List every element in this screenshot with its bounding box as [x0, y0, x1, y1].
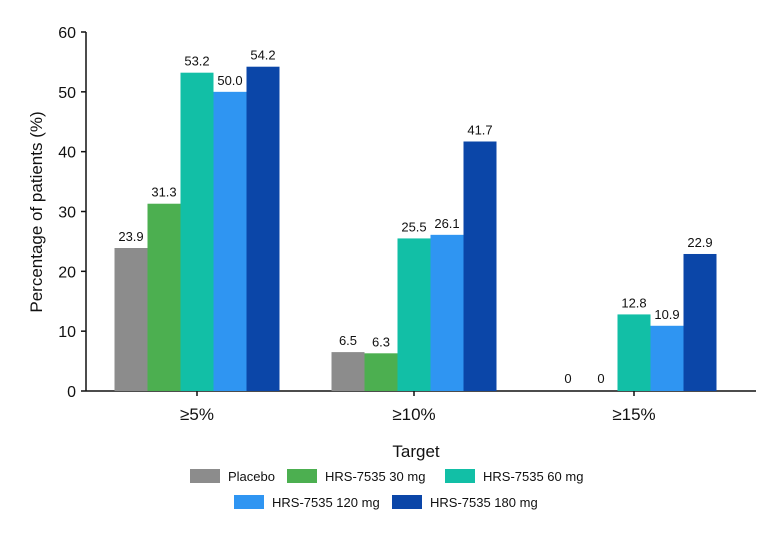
bar: [683, 253, 717, 391]
y-tick-label: 20: [58, 264, 76, 281]
x-axis-title: Target: [392, 442, 440, 461]
y-tick-label: 30: [58, 205, 76, 222]
data-label: 10.9: [654, 307, 679, 322]
data-label: 23.9: [118, 229, 143, 244]
y-tick-label: 40: [58, 145, 76, 162]
legend-swatch: [190, 469, 220, 483]
data-label: 31.3: [151, 185, 176, 200]
data-label: 26.1: [434, 216, 459, 231]
bars: [114, 66, 717, 391]
y-tick-label: 50: [58, 85, 76, 102]
data-label: 6.3: [372, 334, 390, 349]
y-tick-label: 0: [67, 384, 76, 401]
data-label: 0: [597, 371, 604, 386]
bar: [213, 91, 247, 391]
bar: [331, 352, 365, 391]
legend-swatch: [392, 495, 422, 509]
bar: [617, 314, 651, 391]
legend-label: HRS-7535 120 mg: [272, 495, 380, 510]
y-tick-label: 60: [58, 25, 76, 42]
legend-swatch: [445, 469, 475, 483]
data-label: 6.5: [339, 333, 357, 348]
bar: [147, 203, 181, 391]
legend-label: HRS-7535 30 mg: [325, 469, 425, 484]
bar: [650, 325, 684, 391]
bar: [246, 66, 280, 391]
x-tick-label: ≥5%: [180, 405, 214, 424]
legend-swatch: [234, 495, 264, 509]
data-label: 25.5: [401, 219, 426, 234]
data-label: 22.9: [687, 235, 712, 250]
bar: [463, 141, 497, 391]
bar: [114, 247, 148, 391]
bar: [364, 353, 398, 391]
data-label: 0: [564, 371, 571, 386]
x-tick-label: ≥15%: [612, 405, 655, 424]
data-labels: 23.9 6.5 0 31.3 6.3 0 53.2 25.5 12.8 50.0 26.1 10.9…: [118, 48, 712, 386]
legend-label: HRS-7535 180 mg: [430, 495, 538, 510]
x-tick-label: ≥10%: [392, 405, 435, 424]
axes: 0 10 20 30 40 50 60 ≥5% ≥10% ≥15%: [58, 25, 756, 424]
data-label: 41.7: [467, 122, 492, 137]
legend-label: HRS-7535 60 mg: [483, 469, 583, 484]
data-label: 50.0: [217, 73, 242, 88]
legend-label: Placebo: [228, 469, 275, 484]
data-label: 12.8: [621, 295, 646, 310]
legend: Placebo HRS-7535 30 mg HRS-7535 60 mg HRS-7…: [190, 469, 583, 510]
legend-swatch: [287, 469, 317, 483]
y-axis-title: Percentage of patients (%): [27, 111, 46, 312]
y-tick-label: 10: [58, 324, 76, 341]
data-label: 54.2: [250, 48, 275, 63]
bar: [180, 72, 214, 391]
bar: [397, 238, 431, 391]
data-label: 53.2: [184, 54, 209, 69]
bar: [430, 234, 464, 391]
